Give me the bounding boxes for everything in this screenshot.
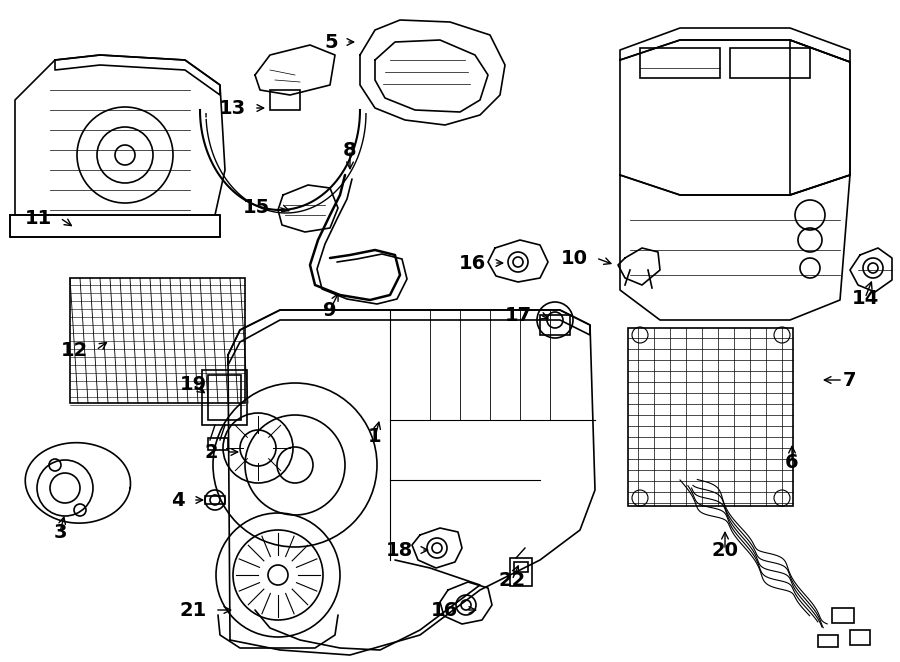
Text: 1: 1: [368, 428, 382, 446]
Bar: [730, 48, 810, 78]
Bar: [850, 630, 870, 645]
Text: 16: 16: [459, 254, 486, 273]
Text: 8: 8: [343, 140, 356, 160]
Text: 16: 16: [431, 600, 458, 620]
Bar: [628, 328, 793, 506]
Bar: [205, 496, 225, 504]
Text: 18: 18: [386, 540, 413, 559]
Text: 10: 10: [561, 248, 588, 267]
Text: 11: 11: [25, 209, 52, 228]
Bar: [270, 90, 300, 110]
Text: 9: 9: [323, 301, 337, 320]
Bar: [208, 438, 228, 450]
Bar: [208, 375, 241, 420]
Bar: [818, 635, 838, 647]
Text: 6: 6: [785, 453, 799, 471]
Text: 19: 19: [179, 375, 207, 395]
Text: 3: 3: [53, 522, 67, 542]
Bar: [70, 278, 245, 403]
Text: 22: 22: [499, 571, 526, 589]
Bar: [10, 215, 220, 237]
Text: 12: 12: [61, 340, 88, 359]
Bar: [514, 562, 528, 572]
Bar: [510, 558, 532, 586]
Text: 13: 13: [219, 99, 246, 117]
Bar: [202, 370, 247, 425]
Text: 17: 17: [505, 305, 532, 324]
Text: 21: 21: [180, 600, 207, 620]
Text: 14: 14: [851, 289, 878, 308]
Bar: [640, 48, 720, 78]
Bar: [832, 608, 854, 623]
Bar: [540, 315, 570, 335]
Text: 15: 15: [243, 197, 270, 216]
Text: 2: 2: [204, 442, 218, 461]
Text: 20: 20: [712, 540, 739, 559]
Text: 4: 4: [171, 491, 185, 510]
Text: 7: 7: [843, 371, 857, 389]
Text: 5: 5: [324, 32, 338, 52]
